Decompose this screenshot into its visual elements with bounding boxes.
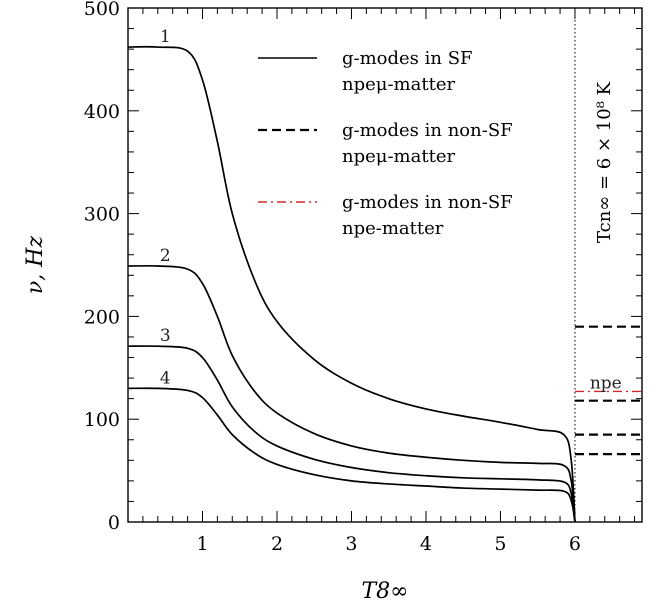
legend-label: g-modes in non-SF	[342, 120, 513, 141]
legend: g-modes in SF npeμ-matter g-modes in non-S…	[258, 48, 513, 239]
x-tick-label: 6	[569, 533, 581, 555]
curve-label: 1	[160, 27, 171, 47]
mode-curve-3	[127, 345, 576, 523]
y-tick-label: 500	[84, 0, 120, 20]
axis-ticks	[127, 7, 642, 523]
curve-labels: 1 2 3 4	[160, 27, 171, 388]
y-tick-label: 400	[84, 101, 120, 123]
y-axis-title: ν, Hz	[23, 236, 48, 295]
non-sf-mode-segments	[574, 325, 642, 456]
mode-curves	[127, 45, 576, 523]
x-tick-label: 2	[271, 533, 283, 555]
curve-label: 3	[160, 326, 171, 346]
y-tick-label: 300	[84, 204, 120, 226]
mode-curve-4	[127, 387, 576, 523]
npe-annotation: npe	[590, 373, 622, 393]
y-tick-label: 0	[108, 512, 120, 534]
tick-labels: 1 2 3 4 5 6 0 100 200 300 400 500	[84, 0, 581, 555]
x-axis-title: T8∞	[362, 579, 409, 604]
mode-curve-1	[127, 45, 576, 523]
x-tick-label: 5	[494, 533, 506, 555]
critical-temperature-label: Tcn∞ = 6 × 10⁸ K	[594, 81, 615, 243]
curve-label: 2	[160, 246, 171, 266]
legend-label: npe-matter	[342, 218, 444, 239]
legend-label: g-modes in non-SF	[342, 192, 513, 213]
x-tick-label: 4	[420, 533, 432, 555]
legend-label: g-modes in SF	[342, 48, 473, 69]
plot-frame	[127, 7, 643, 523]
legend-label: npeμ-matter	[342, 74, 455, 95]
x-tick-label: 3	[345, 533, 357, 555]
curve-label: 4	[160, 368, 171, 388]
x-tick-label: 1	[196, 533, 208, 555]
y-tick-label: 100	[84, 409, 120, 431]
legend-label: npeμ-matter	[342, 146, 455, 167]
mode-curve-2	[127, 264, 576, 523]
y-tick-label: 200	[84, 306, 120, 328]
